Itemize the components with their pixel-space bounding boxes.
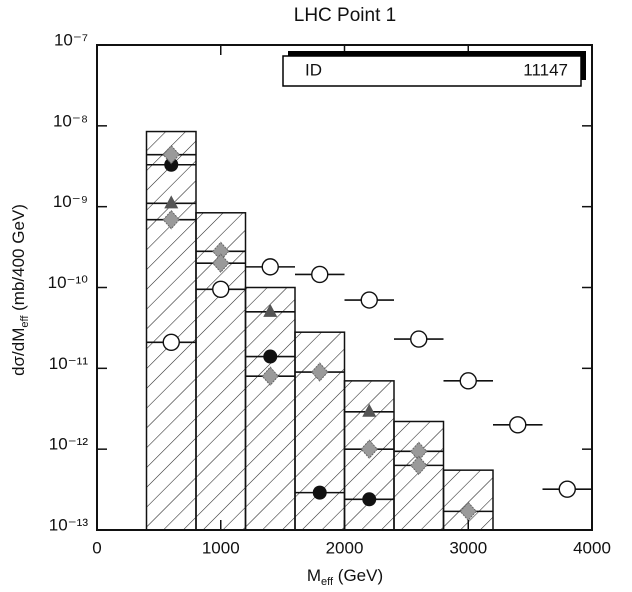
y-label-unit: (mb/400 GeV) [9, 204, 28, 316]
marker [162, 144, 180, 165]
stat-box-frame [282, 55, 582, 87]
marker [362, 492, 377, 507]
histogram-bar [294, 331, 346, 531]
x-tick-label: 3000 [449, 538, 487, 557]
marker [362, 403, 377, 417]
marker [162, 333, 180, 351]
x-tick-label: 4000 [573, 538, 611, 557]
marker [360, 291, 378, 309]
y-tick-label: 10⁻¹¹ [49, 354, 89, 373]
marker [263, 349, 278, 364]
marker [164, 195, 179, 209]
y-tick-label: 10⁻¹² [49, 435, 89, 454]
y-tick-label: 10⁻⁷ [54, 30, 88, 49]
marker [261, 366, 279, 386]
x-tick-label: 2000 [326, 538, 364, 557]
marker [311, 362, 329, 382]
histogram-bar [393, 420, 445, 531]
marker [410, 455, 428, 476]
marker [312, 485, 327, 500]
x-tick-label: 1000 [202, 538, 240, 557]
y-tick-label: 10⁻¹³ [49, 515, 89, 534]
histogram-bar [244, 286, 296, 531]
marker [212, 253, 230, 273]
y-label-main: dσ/dM [9, 328, 28, 376]
y-tick-label: 10⁻⁹ [53, 192, 88, 211]
marker [162, 209, 180, 230]
marker [212, 280, 230, 299]
marker [311, 265, 329, 284]
marker [558, 480, 576, 498]
y-label-sub: eff [19, 315, 31, 328]
stat-box-value: 11147 [523, 60, 568, 79]
x-label-sub: eff [321, 576, 334, 588]
y-axis-label: dσ/dMeff (mb/400 GeV) [9, 204, 30, 376]
chart-title: LHC Point 1 [294, 5, 396, 26]
marker [459, 372, 477, 390]
marker [263, 303, 278, 317]
marker [261, 258, 279, 276]
marker [410, 330, 428, 348]
y-tick-label: 10⁻¹⁰ [48, 273, 89, 292]
histogram-bar [145, 130, 197, 531]
x-tick-label: 0 [92, 538, 101, 557]
x-label-main: M [307, 566, 321, 585]
x-axis-label: Meff (GeV) [307, 566, 383, 587]
marker [164, 157, 179, 172]
stat-box: ID 11147 [282, 51, 586, 87]
x-label-unit: (GeV) [333, 566, 383, 585]
y-tick-label: 10⁻⁸ [53, 111, 88, 130]
marker [360, 439, 378, 459]
stat-box-label: ID [305, 60, 322, 79]
marker [509, 416, 527, 434]
